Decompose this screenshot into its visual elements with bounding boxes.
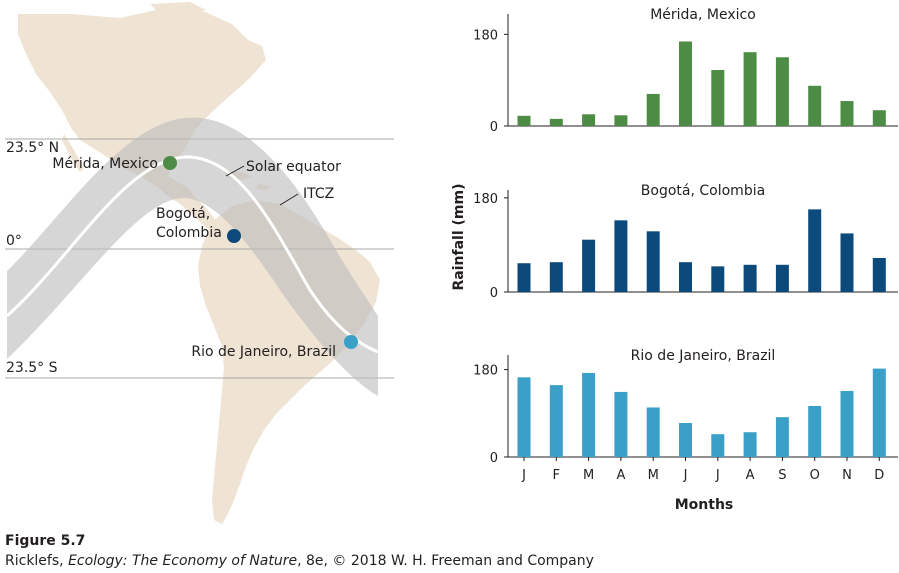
x-tick-label-3: M bbox=[583, 468, 594, 483]
bar-rio-12 bbox=[872, 368, 886, 457]
x-tick-label-9: S bbox=[778, 468, 786, 483]
chart-title-rio: Rio de Janeiro, Brazil bbox=[631, 348, 776, 364]
city-label-rio: Rio de Janeiro, Brazil bbox=[191, 344, 336, 360]
bar-merida-3 bbox=[582, 114, 596, 126]
bar-bogota-1 bbox=[517, 263, 531, 292]
bar-bogota-4 bbox=[614, 220, 628, 292]
x-tick-label-4: A bbox=[616, 468, 625, 483]
y-tick-label-bogota-0: 0 bbox=[490, 286, 498, 301]
solar-equator-line bbox=[6, 155, 379, 354]
bar-rio-2 bbox=[549, 385, 563, 457]
y-tick-label-merida-0: 0 bbox=[490, 120, 498, 135]
bar-bogota-3 bbox=[582, 239, 596, 292]
bar-bogota-9 bbox=[775, 264, 789, 292]
bar-bogota-6 bbox=[679, 262, 692, 292]
latitude-label-23s: 23.5° S bbox=[6, 360, 58, 376]
figure-number: Figure 5.7 bbox=[5, 533, 86, 549]
bar-bogota-8 bbox=[743, 264, 757, 292]
bar-rio-1 bbox=[517, 377, 531, 457]
x-tick-label-1: J bbox=[521, 468, 526, 483]
city-marker-bogota bbox=[227, 229, 241, 243]
bar-merida-10 bbox=[808, 85, 822, 126]
bar-merida-9 bbox=[775, 57, 789, 126]
bar-merida-2 bbox=[549, 118, 563, 126]
solar-equator-leader bbox=[225, 165, 245, 177]
bar-merida-5 bbox=[646, 93, 660, 126]
city-label-merida: Mérida, Mexico bbox=[52, 156, 158, 172]
x-axis-label: Months bbox=[675, 497, 734, 513]
city-label-bogota-line1: Bogotá, bbox=[156, 206, 210, 222]
bar-bogota-10 bbox=[808, 209, 822, 292]
bar-rio-3 bbox=[582, 372, 596, 457]
x-tick-label-8: A bbox=[746, 468, 755, 483]
itcz-band bbox=[7, 117, 378, 397]
figure-credit: Ricklefs, Ecology: The Economy of Nature… bbox=[5, 553, 594, 569]
bar-merida-7 bbox=[711, 70, 725, 126]
x-tick-label-10: O bbox=[810, 468, 820, 483]
bar-rio-5 bbox=[646, 407, 660, 457]
x-tick-label-11: N bbox=[842, 468, 852, 483]
y-tick-label-merida-180: 180 bbox=[473, 28, 498, 43]
bar-rio-10 bbox=[808, 406, 822, 457]
city-label-bogota-line2: Colombia bbox=[156, 225, 222, 241]
bar-bogota-2 bbox=[549, 262, 563, 292]
chart-title-merida: Mérida, Mexico bbox=[650, 7, 756, 23]
solar-equator-label: Solar equator bbox=[246, 159, 341, 175]
bar-rio-11 bbox=[840, 390, 854, 457]
x-tick-label-12: D bbox=[874, 468, 884, 483]
bar-merida-4 bbox=[614, 115, 628, 126]
x-tick-label-5: M bbox=[648, 468, 659, 483]
bar-rio-9 bbox=[775, 417, 789, 457]
latitude-label-equator: 0° bbox=[6, 233, 22, 249]
bar-rio-6 bbox=[679, 423, 692, 457]
itcz-leader bbox=[279, 193, 299, 206]
y-tick-label-rio-0: 0 bbox=[490, 451, 498, 466]
bar-merida-6 bbox=[679, 41, 692, 127]
bar-merida-1 bbox=[517, 115, 531, 126]
bar-merida-8 bbox=[743, 52, 757, 126]
x-tick-label-2: F bbox=[553, 468, 560, 483]
y-tick-label-rio-180: 180 bbox=[473, 364, 498, 379]
bar-rio-7 bbox=[711, 434, 725, 457]
y-tick-label-bogota-180: 180 bbox=[473, 192, 498, 207]
bar-bogota-12 bbox=[872, 258, 886, 292]
bar-merida-11 bbox=[840, 101, 854, 126]
bar-rio-4 bbox=[614, 391, 628, 457]
city-marker-rio bbox=[344, 335, 358, 349]
credit-title: Ecology: The Economy of Nature bbox=[68, 553, 298, 569]
chart-title-bogota: Bogotá, Colombia bbox=[641, 183, 765, 199]
bar-bogota-11 bbox=[840, 233, 854, 292]
x-tick-label-7: J bbox=[715, 468, 720, 483]
bar-rio-8 bbox=[743, 432, 757, 457]
bar-bogota-5 bbox=[646, 231, 660, 292]
credit-suffix: , 8e, © 2018 W. H. Freeman and Company bbox=[297, 553, 594, 569]
credit-prefix: Ricklefs, bbox=[5, 553, 69, 569]
bar-merida-12 bbox=[872, 110, 886, 126]
x-tick-label-6: J bbox=[683, 468, 688, 483]
bar-bogota-7 bbox=[711, 266, 725, 292]
city-marker-merida bbox=[163, 156, 177, 170]
itcz-label: ITCZ bbox=[303, 186, 334, 202]
y-axis-label: Rainfall (mm) bbox=[451, 184, 467, 291]
latitude-label-23n: 23.5° N bbox=[6, 140, 59, 156]
figure-caption: Figure 5.7 Ricklefs, Ecology: The Econom… bbox=[5, 531, 594, 571]
